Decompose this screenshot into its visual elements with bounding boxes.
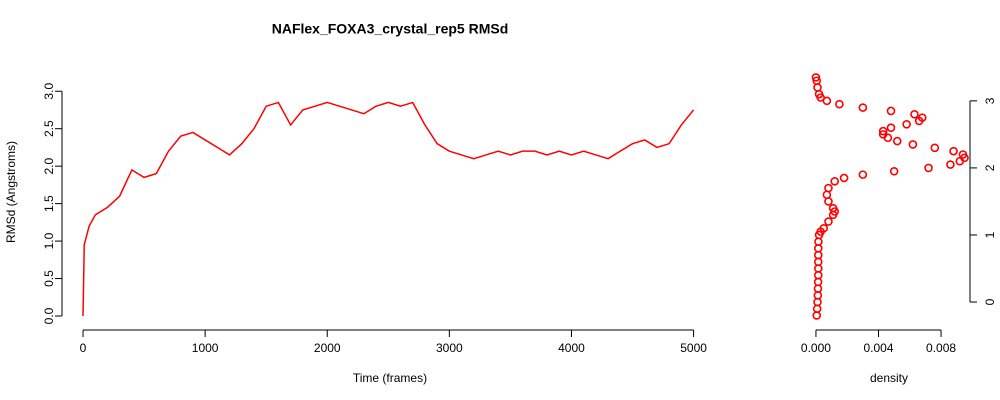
density-point bbox=[812, 76, 822, 86]
density-point bbox=[878, 126, 888, 136]
density-point bbox=[830, 177, 840, 186]
x-tick-label: 1000 bbox=[192, 341, 219, 355]
density-point bbox=[917, 113, 927, 122]
density-point bbox=[824, 197, 833, 206]
density-point bbox=[902, 120, 911, 129]
y-tick-label: 2.5 bbox=[42, 120, 56, 137]
density-point bbox=[839, 173, 849, 183]
y-tick-label: 0.0 bbox=[42, 307, 56, 324]
y-tick-label: 0 bbox=[983, 298, 997, 305]
x-tick-label: 0.000 bbox=[801, 341, 831, 355]
density-point bbox=[819, 223, 829, 233]
density-point bbox=[858, 103, 868, 112]
x-axis-label: Time (frames) bbox=[353, 371, 427, 385]
y-tick-label: 3.0 bbox=[42, 83, 56, 100]
density-point bbox=[878, 130, 888, 139]
density-point bbox=[824, 217, 833, 226]
density-point bbox=[930, 143, 940, 153]
density-point bbox=[910, 109, 919, 119]
density-point bbox=[835, 99, 844, 109]
y-tick-label: 1 bbox=[983, 231, 997, 238]
y-tick-label: 0.5 bbox=[42, 270, 56, 287]
x-tick-label: 0.008 bbox=[926, 341, 956, 355]
density-point bbox=[813, 83, 822, 92]
density-point bbox=[828, 203, 838, 213]
y-tick-label: 2.0 bbox=[42, 157, 56, 174]
x-tick-label: 4000 bbox=[558, 341, 585, 355]
x-tick-label: 0 bbox=[80, 341, 87, 355]
y-tick-label: 3 bbox=[983, 97, 997, 104]
density-point bbox=[886, 106, 896, 116]
density-point bbox=[858, 170, 868, 179]
y-tick-label: 1.5 bbox=[42, 195, 56, 212]
chart-title: NAFlex_FOXA3_crystal_rep5 RMSd bbox=[272, 21, 509, 37]
density-point bbox=[889, 166, 899, 176]
x-tick-label: 3000 bbox=[436, 341, 463, 355]
y-tick-label: 2 bbox=[983, 164, 997, 171]
density-point bbox=[811, 73, 821, 82]
density-point bbox=[924, 163, 933, 173]
density-point bbox=[822, 96, 832, 106]
density-point bbox=[886, 123, 896, 132]
density-point bbox=[908, 140, 918, 149]
x-tick-label: 2000 bbox=[314, 341, 341, 355]
density-point bbox=[892, 136, 902, 146]
data-line bbox=[82, 101, 695, 317]
y-tick-label: 1.0 bbox=[42, 232, 56, 249]
density-point bbox=[949, 146, 958, 156]
density-point bbox=[822, 190, 832, 200]
x-tick-label: 5000 bbox=[680, 341, 707, 355]
density-point bbox=[946, 160, 955, 169]
density-point bbox=[958, 150, 968, 159]
y-axis-label: RMSd (Angstroms) bbox=[4, 141, 18, 243]
density-point bbox=[824, 183, 833, 193]
x-tick-label: 0.004 bbox=[863, 341, 893, 355]
x-axis-label: density bbox=[870, 371, 908, 385]
